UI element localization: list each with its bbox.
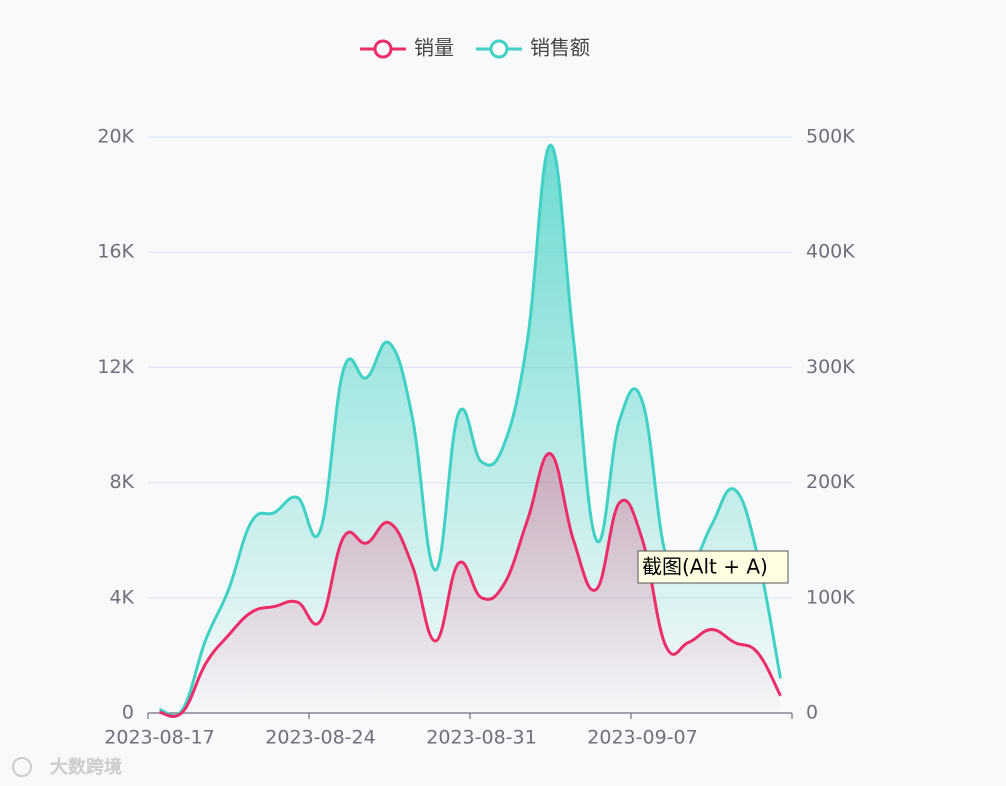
legend-label: 销量 <box>414 36 454 60</box>
y2-tick-label: 300K <box>806 356 855 378</box>
y2-tick-label: 0 <box>806 702 818 724</box>
area <box>159 453 781 717</box>
tooltip-text: 截图(Alt + A) <box>642 555 768 579</box>
y-tick-label: 4K <box>109 586 134 608</box>
y-tick-label: 12K <box>97 356 134 378</box>
x-tick-label: 2023-08-17 <box>104 727 214 749</box>
tooltip-box <box>637 550 789 584</box>
watermark-text: 大数跨境 <box>50 756 122 778</box>
line <box>159 452 782 718</box>
watermark: 大数跨境 <box>12 756 122 778</box>
y-tick-label: 8K <box>109 471 134 493</box>
tooltip: 截图(Alt + A) <box>637 550 789 584</box>
legend-marker <box>373 39 393 59</box>
y-tick-label: 20K <box>97 126 134 148</box>
watermark-icon <box>12 757 32 777</box>
legend-label: 销售额 <box>530 36 590 60</box>
y2-tick-label: 200K <box>806 471 855 493</box>
y2-tick-label: 500K <box>806 126 855 148</box>
x-tick-label: 2023-08-31 <box>426 727 536 749</box>
y-tick-label: 0 <box>122 702 134 724</box>
y2-tick-label: 100K <box>806 586 855 608</box>
x-tick-label: 2023-09-07 <box>587 727 697 749</box>
y-tick-label: 16K <box>97 241 134 263</box>
legend-item: 销量 <box>360 36 454 60</box>
legend-marker <box>489 39 509 59</box>
legend-item: 销售额 <box>476 36 590 60</box>
y2-tick-label: 400K <box>806 241 855 263</box>
x-tick-label: 2023-08-24 <box>265 727 375 749</box>
